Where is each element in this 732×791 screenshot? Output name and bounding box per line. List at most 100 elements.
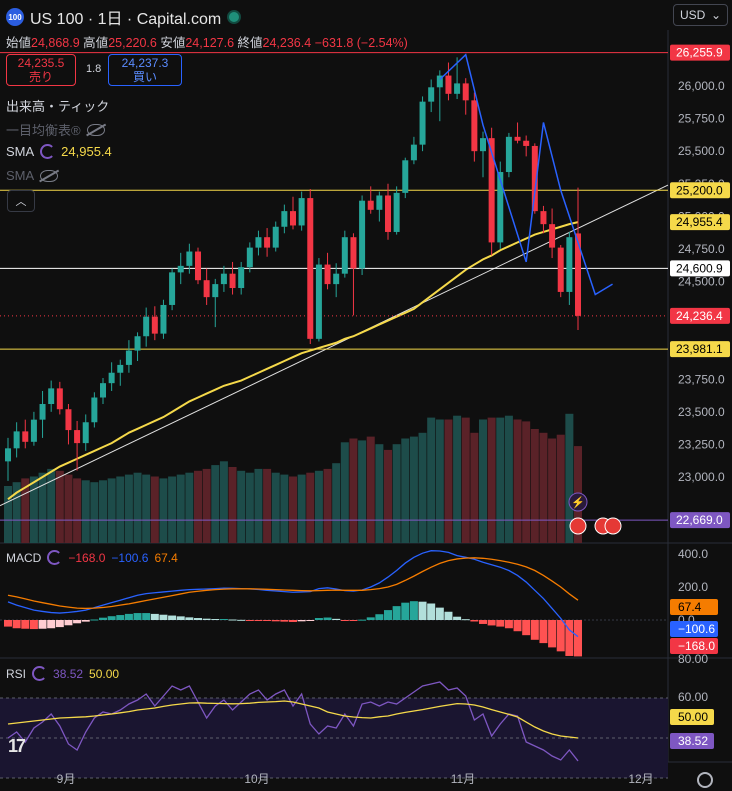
volume-bar: [271, 472, 280, 543]
price-level-label: 25,200.0: [676, 183, 723, 197]
volume-bar: [444, 419, 453, 543]
volume-bar: [297, 474, 306, 543]
rsi-value-tag: [670, 733, 714, 749]
eye-hidden-icon[interactable]: [86, 123, 105, 136]
symbol-header[interactable]: 100 US 100 · 1日 · Capital.com: [6, 6, 242, 28]
volume-bar: [470, 432, 479, 543]
sma1-legend[interactable]: SMA 24,955.4: [6, 144, 112, 159]
macd-histogram-bar: [228, 619, 237, 621]
eye-hidden-icon[interactable]: [40, 169, 59, 182]
symbol-title: US 100 · 1日 · Capital.com: [30, 11, 222, 28]
macd-value-tag: [670, 638, 718, 654]
sma2-label: SMA: [6, 168, 35, 183]
volume-bar: [358, 440, 367, 543]
volume-bar: [81, 480, 90, 543]
candle-body: [272, 226, 279, 248]
us100-logo-icon: 100: [6, 8, 24, 26]
macd-histogram-bar: [444, 611, 453, 620]
price-level-tag: [670, 512, 730, 529]
candle-body: [575, 233, 581, 316]
spread-value: 1.8: [86, 63, 102, 75]
candle-body: [125, 350, 132, 365]
price-tick-label: 24,750.0: [678, 242, 725, 256]
buy-button[interactable]: 24,237.3 買い: [108, 54, 182, 86]
rsi-band: [0, 698, 668, 778]
volume-bar: [159, 478, 168, 543]
candle-body: [151, 316, 158, 334]
price-level-label: 22,669.0: [676, 513, 723, 527]
candle-body: [203, 280, 210, 298]
currency-select[interactable]: USD ⌄: [673, 4, 728, 26]
price-level-label: 26,255.9: [676, 46, 723, 60]
rsi-legend[interactable]: RSI 38.52 50.00: [6, 666, 119, 681]
macd-histogram-bar: [4, 620, 12, 627]
macd-histogram-bar: [574, 620, 582, 657]
volume-bar: [289, 476, 297, 543]
volume-indicator-legend[interactable]: 出来高・ティック: [6, 96, 109, 115]
candle-body: [445, 75, 452, 94]
candle-body: [359, 200, 366, 269]
macd-legend[interactable]: MACD −168.0 −100.6 67.4: [6, 550, 178, 565]
sma2-legend[interactable]: SMA: [6, 168, 59, 183]
open-label: 始値: [6, 36, 32, 50]
high-label: 高値: [83, 36, 109, 50]
price-level-tag: [670, 44, 730, 61]
candle-body: [350, 237, 357, 269]
volume-bar: [150, 476, 159, 543]
us-flag-event-icon: [604, 517, 622, 535]
price-tick-label: 25,750.0: [678, 112, 725, 126]
macd-histogram-bar: [107, 616, 116, 620]
volume-bar: [107, 478, 116, 543]
candle-body: [367, 200, 374, 210]
candle-body: [65, 409, 72, 431]
candle-body: [5, 448, 11, 462]
volume-bar: [211, 465, 220, 543]
candle-body: [307, 198, 314, 339]
volume-bar: [530, 429, 539, 543]
macd-histogram-bar: [116, 615, 125, 620]
volume-bar: [116, 476, 125, 543]
macd-histogram-bar: [237, 619, 246, 621]
volume-bar: [38, 472, 47, 543]
volume-bar: [64, 474, 73, 543]
settings-gear-icon[interactable]: [697, 772, 713, 788]
price-level-label: 24,600.9: [676, 261, 723, 275]
volume-bar: [73, 478, 82, 543]
macd-line: [7, 550, 579, 638]
macd-histogram-bar: [64, 620, 73, 626]
macd-histogram-bar: [21, 620, 30, 629]
sell-button[interactable]: 24,235.5 売り: [6, 54, 76, 86]
candle-body: [108, 372, 115, 384]
candle-body: [177, 265, 184, 273]
candle-body: [410, 144, 417, 161]
sma-line: [7, 221, 579, 500]
volume-bar: [522, 421, 531, 543]
macd-histogram-bar: [176, 616, 185, 620]
volume-bar: [202, 468, 211, 543]
macd-histogram-bar: [168, 615, 177, 620]
low-label: 安値: [160, 36, 186, 50]
candle-body: [385, 195, 391, 232]
macd-histogram-bar: [194, 618, 202, 620]
macd-histogram-bar: [280, 620, 289, 622]
candle-body: [462, 83, 469, 101]
volume-bar: [168, 476, 177, 543]
loading-cycle-icon: [32, 666, 48, 681]
volume-bar: [384, 449, 392, 543]
collapse-legend-button[interactable]: ︿: [7, 190, 35, 212]
volume-bar: [185, 472, 194, 543]
macd-histogram-bar: [202, 618, 211, 620]
chevron-up-icon: ︿: [15, 196, 27, 208]
price-level-tag: [670, 260, 730, 277]
macd-histogram-bar: [12, 620, 21, 629]
price-level-tag: [670, 341, 730, 358]
candle-body: [30, 419, 37, 442]
rsi-tick-label: 60.00: [678, 690, 708, 704]
candle-body: [22, 431, 29, 442]
price-tick-label: 23,250.0: [678, 437, 725, 451]
x-axis-label: 11月: [451, 772, 475, 786]
ichimoku-indicator-legend[interactable]: 一目均衡表®: [6, 120, 105, 139]
macd-value-tag: [670, 621, 718, 637]
macd-histogram-bar: [487, 620, 496, 626]
